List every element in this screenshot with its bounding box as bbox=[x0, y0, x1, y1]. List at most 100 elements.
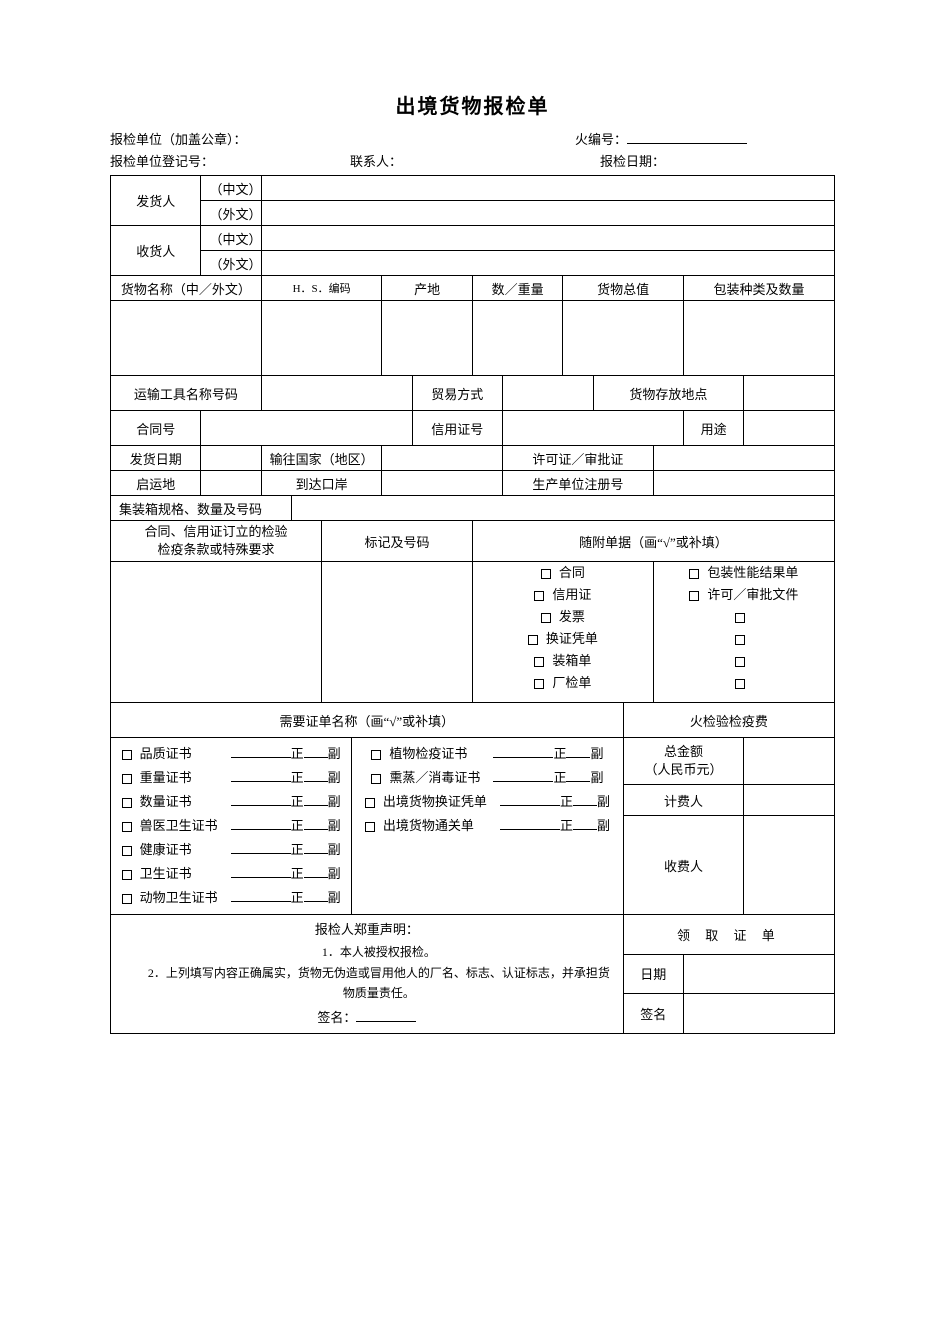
checkbox-icon[interactable] bbox=[541, 613, 551, 623]
checkbox-icon[interactable] bbox=[365, 822, 375, 832]
copy-blank[interactable] bbox=[566, 743, 590, 758]
col-hs: H．S．编码 bbox=[261, 276, 382, 301]
copy-blank[interactable] bbox=[231, 743, 291, 758]
checkbox-icon[interactable] bbox=[735, 679, 745, 689]
shipper-fn-value[interactable] bbox=[261, 201, 834, 226]
checkbox-icon[interactable] bbox=[689, 569, 699, 579]
copy-blank[interactable] bbox=[573, 815, 597, 830]
checkbox-icon[interactable] bbox=[371, 750, 381, 760]
lc-value[interactable] bbox=[503, 411, 684, 446]
contract-value[interactable] bbox=[201, 411, 412, 446]
checkbox-icon[interactable] bbox=[122, 846, 132, 856]
receipt-sign-value[interactable] bbox=[683, 994, 834, 1034]
copy-blank[interactable] bbox=[231, 863, 291, 878]
consignee-cn-value[interactable] bbox=[261, 226, 834, 251]
checkbox-icon[interactable] bbox=[122, 750, 132, 760]
copy-blank[interactable] bbox=[566, 767, 590, 782]
mark-label: 标记及号码 bbox=[322, 521, 473, 562]
copy-z: 正 bbox=[291, 842, 304, 857]
copy-blank[interactable] bbox=[304, 791, 328, 806]
storage-value[interactable] bbox=[744, 376, 835, 411]
copy-blank[interactable] bbox=[304, 767, 328, 782]
attach-item: 装箱单 bbox=[552, 653, 591, 668]
receipt-date-value[interactable] bbox=[683, 954, 834, 994]
checkbox-icon[interactable] bbox=[534, 679, 544, 689]
permit-label: 许可证／审批证 bbox=[503, 446, 654, 471]
fee-title: 火检验检疫费 bbox=[623, 703, 834, 738]
copy-blank[interactable] bbox=[231, 839, 291, 854]
decl-sign-blank[interactable] bbox=[356, 1007, 416, 1022]
copy-z: 正 bbox=[291, 794, 304, 809]
transport-value[interactable] bbox=[261, 376, 412, 411]
shipper-cn-value[interactable] bbox=[261, 176, 834, 201]
checkbox-icon[interactable] bbox=[122, 822, 132, 832]
prodreg-value[interactable] bbox=[653, 471, 834, 496]
depart-value[interactable] bbox=[201, 471, 261, 496]
checkbox-icon[interactable] bbox=[528, 635, 538, 645]
copy-blank[interactable] bbox=[304, 863, 328, 878]
dest-value[interactable] bbox=[382, 446, 503, 471]
checkbox-icon[interactable] bbox=[534, 591, 544, 601]
val-value[interactable] bbox=[563, 301, 684, 376]
shipdate-value[interactable] bbox=[201, 446, 261, 471]
shipper-fn-label: （外文） bbox=[201, 201, 261, 226]
storage-label: 货物存放地点 bbox=[593, 376, 744, 411]
copy-f: 副 bbox=[328, 818, 341, 833]
copy-blank[interactable] bbox=[231, 791, 291, 806]
prodreg-label: 生产单位注册号 bbox=[503, 471, 654, 496]
serial-blank[interactable] bbox=[627, 129, 747, 144]
copy-blank[interactable] bbox=[304, 743, 328, 758]
val-name[interactable] bbox=[111, 301, 262, 376]
arrive-label: 到达口岸 bbox=[261, 471, 382, 496]
fee-total-value[interactable] bbox=[744, 738, 835, 785]
attach-list-right: 包装性能结果单 许可／审批文件 bbox=[653, 562, 834, 703]
clause-value[interactable] bbox=[111, 562, 322, 703]
copy-blank[interactable] bbox=[231, 767, 291, 782]
copy-f: 副 bbox=[590, 746, 603, 761]
mark-value[interactable] bbox=[322, 562, 473, 703]
checkbox-icon[interactable] bbox=[534, 657, 544, 667]
checkbox-icon[interactable] bbox=[735, 657, 745, 667]
checkbox-icon[interactable] bbox=[735, 635, 745, 645]
val-qty[interactable] bbox=[472, 301, 562, 376]
checkbox-icon[interactable] bbox=[365, 798, 375, 808]
container-value[interactable] bbox=[291, 496, 834, 521]
fee-cashier-value[interactable] bbox=[744, 816, 835, 915]
fee-total-label: 总金额 （人民币元） bbox=[623, 738, 744, 785]
checkbox-icon[interactable] bbox=[735, 613, 745, 623]
checkbox-icon[interactable] bbox=[689, 591, 699, 601]
copy-blank[interactable] bbox=[231, 887, 291, 902]
checkbox-icon[interactable] bbox=[371, 774, 381, 784]
copy-blank[interactable] bbox=[493, 767, 553, 782]
lc-label: 信用证号 bbox=[412, 411, 502, 446]
checkbox-icon[interactable] bbox=[122, 798, 132, 808]
copy-blank[interactable] bbox=[304, 815, 328, 830]
checkbox-icon[interactable] bbox=[122, 870, 132, 880]
copy-blank[interactable] bbox=[500, 815, 560, 830]
decl-sign-label: 签名： bbox=[317, 1010, 356, 1025]
consignee-fn-label: （外文） bbox=[201, 251, 261, 276]
shipper-cn-label: （中文） bbox=[201, 176, 261, 201]
copy-blank[interactable] bbox=[500, 791, 560, 806]
trade-value[interactable] bbox=[503, 376, 593, 411]
copy-blank[interactable] bbox=[304, 839, 328, 854]
val-origin[interactable] bbox=[382, 301, 472, 376]
copy-blank[interactable] bbox=[231, 815, 291, 830]
arrive-value[interactable] bbox=[382, 471, 503, 496]
copy-blank[interactable] bbox=[493, 743, 553, 758]
copy-blank[interactable] bbox=[304, 887, 328, 902]
declaration-block: 报检人郑重声明： 1．本人被授权报检。 2．上列填写内容正确属实，货物无伪造或冒… bbox=[111, 915, 624, 1034]
permit-value[interactable] bbox=[653, 446, 834, 471]
consignee-fn-value[interactable] bbox=[261, 251, 834, 276]
checkbox-icon[interactable] bbox=[541, 569, 551, 579]
fee-biller-value[interactable] bbox=[744, 785, 835, 816]
use-value[interactable] bbox=[744, 411, 835, 446]
checkbox-icon[interactable] bbox=[122, 894, 132, 904]
val-hs[interactable] bbox=[261, 301, 382, 376]
copy-f: 副 bbox=[328, 866, 341, 881]
val-pack[interactable] bbox=[683, 301, 834, 376]
checkbox-icon[interactable] bbox=[122, 774, 132, 784]
copy-blank[interactable] bbox=[573, 791, 597, 806]
header-row-1: 报检单位（加盖公章）： 火编号： bbox=[110, 129, 835, 151]
attach-list-left: 合同 信用证 发票 换证凭单 装箱单 厂检单 bbox=[472, 562, 653, 703]
